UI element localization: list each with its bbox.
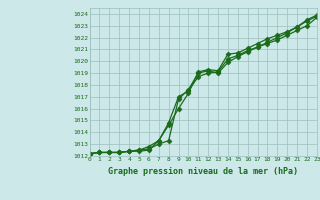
X-axis label: Graphe pression niveau de la mer (hPa): Graphe pression niveau de la mer (hPa) xyxy=(108,167,298,176)
